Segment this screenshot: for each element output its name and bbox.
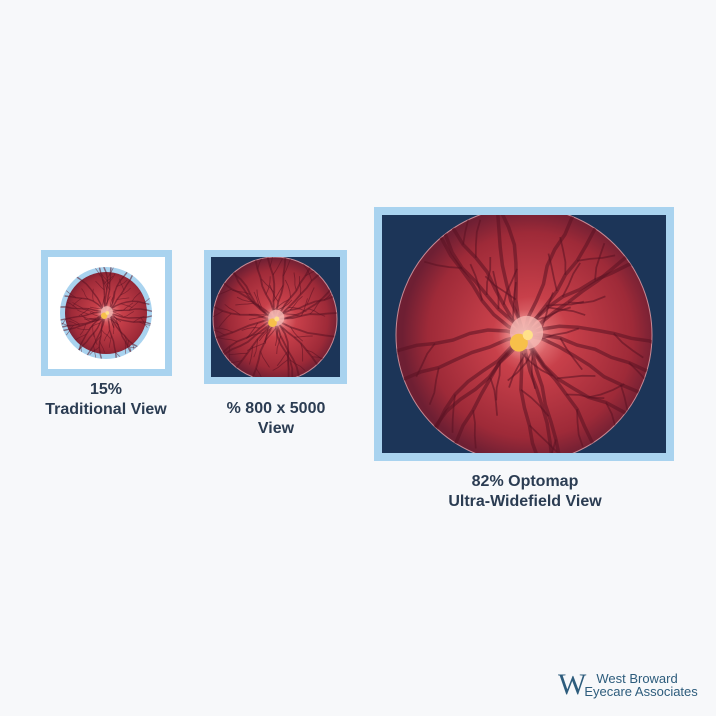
logo-w-mark: W — [558, 668, 586, 701]
logo-line-1: West Broward — [596, 671, 678, 686]
logo-line-2: Eyecare Associates — [584, 684, 698, 699]
mid-view-title: View — [257, 420, 295, 437]
optomap-view-label: 82% Optomap Ultra-Widefield View — [400, 472, 650, 512]
mid-view-percent: % 800 x 5000 — [226, 400, 326, 417]
macula — [509, 333, 528, 352]
retina-image — [60, 267, 152, 359]
macula — [100, 312, 108, 319]
macula-highlight — [274, 316, 280, 322]
traditional-view-title: Traditional View — [45, 401, 167, 418]
traditional-view-image — [41, 250, 172, 376]
traditional-view-label: 15% Traditional View — [20, 380, 192, 420]
optomap-view-image — [374, 207, 674, 461]
retina-image — [212, 257, 338, 377]
macula — [268, 318, 277, 328]
macula-highlight — [105, 311, 110, 315]
optomap-view-percent: 82% Optomap — [471, 473, 579, 490]
traditional-view-percent: 15% — [89, 381, 123, 398]
mid-view-label: % 800 x 5000 View — [186, 399, 366, 439]
optomap-view-title: Ultra-Widefield View — [448, 493, 602, 510]
mid-view-image — [204, 250, 347, 384]
macula-highlight — [522, 329, 533, 341]
retina-image — [395, 215, 653, 453]
company-logo: W West Broward Eyecare Associates — [558, 668, 698, 701]
